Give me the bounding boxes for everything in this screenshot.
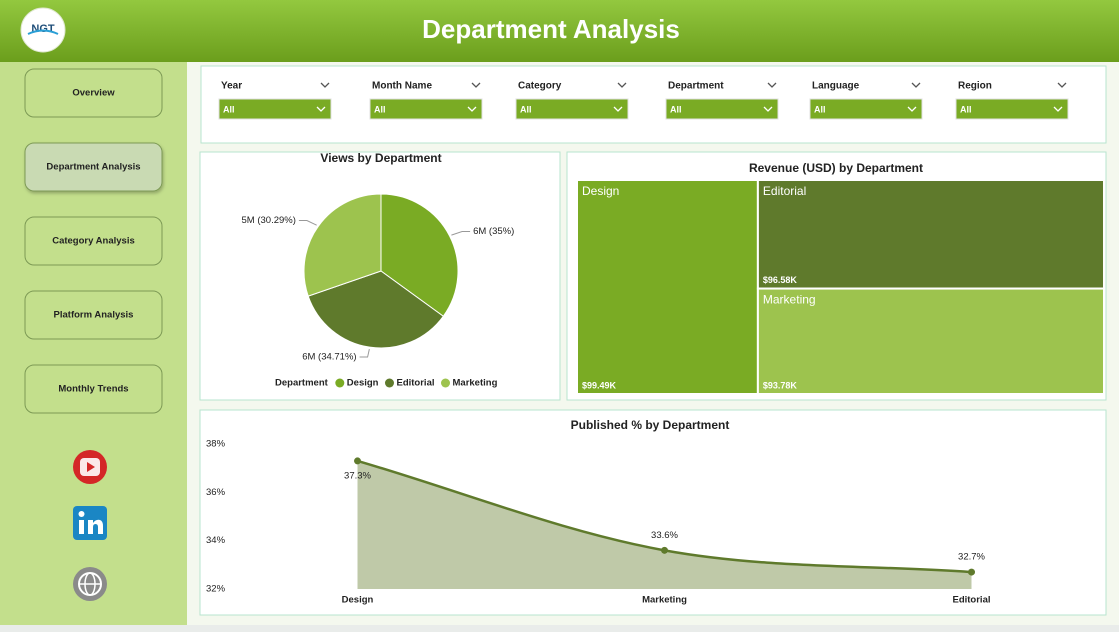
data-label: 6M (34.71%) <box>302 352 356 363</box>
filter-value: All <box>670 104 682 114</box>
x-tick-label: Design <box>342 595 374 606</box>
nav-label: Department Analysis <box>46 162 140 173</box>
pie-slice <box>380 193 459 317</box>
filter-value: All <box>814 104 826 114</box>
filter-chevron <box>911 82 921 88</box>
leader-line <box>298 220 317 226</box>
leader-line <box>359 349 370 358</box>
x-tick-label: Editorial <box>952 595 990 606</box>
y-tick-label: 38% <box>206 439 226 450</box>
filter-label: Department <box>668 81 724 92</box>
filter-dropdown-chevron <box>467 106 477 112</box>
filter-panel <box>200 65 1107 144</box>
legend-swatch <box>384 378 394 388</box>
nav-label: Overview <box>72 88 115 99</box>
chart-title: Published % by Department <box>571 418 730 432</box>
nav-button[interactable] <box>24 142 163 192</box>
filter-dropdown-chevron <box>613 106 623 112</box>
filter-dropdown[interactable] <box>955 98 1069 120</box>
tile-label: Editorial <box>763 184 806 198</box>
legend-swatch <box>441 378 450 388</box>
linkedin-n <box>88 519 103 534</box>
data-label: 32.7% <box>958 552 985 563</box>
filter-dropdown[interactable] <box>665 98 779 120</box>
filter-value: All <box>374 104 386 114</box>
filter-dropdown[interactable] <box>515 98 629 120</box>
nav-button[interactable] <box>24 290 163 340</box>
filter-chevron <box>320 82 330 88</box>
data-label: 33.6% <box>651 530 678 541</box>
logo-swoosh <box>27 29 59 35</box>
linkedin-i <box>79 520 84 534</box>
filter-chevron <box>617 82 627 88</box>
pie-slice <box>307 270 444 349</box>
header-bar <box>0 0 1119 62</box>
data-label: 37.3% <box>344 470 371 481</box>
filter-value: All <box>960 104 972 114</box>
x-tick-label: Marketing <box>642 595 687 606</box>
nav-label: Monthly Trends <box>58 384 128 395</box>
filter-label: Year <box>221 81 242 92</box>
treemap-tile <box>576 179 759 395</box>
filter-label: Language <box>812 81 860 92</box>
legend-label: Marketing <box>453 378 498 389</box>
filter-chevron <box>471 82 481 88</box>
filter-dropdown-chevron <box>763 106 773 112</box>
filter-dropdown[interactable] <box>218 98 332 120</box>
nav-button[interactable] <box>24 216 163 266</box>
filter-dropdown-chevron <box>1053 106 1063 112</box>
logo-text: NGT <box>31 23 55 35</box>
treemap-tile <box>756 179 1106 290</box>
page-title: Department Analysis <box>422 14 680 44</box>
filter-dropdown[interactable] <box>369 98 483 120</box>
filter-label: Category <box>518 81 562 92</box>
tile-value: $99.49K <box>582 380 617 390</box>
chart-title: Revenue (USD) by Department <box>749 161 923 175</box>
filter-dropdown-chevron <box>907 106 917 112</box>
data-label: 5M (30.29%) <box>242 215 296 226</box>
data-point <box>968 568 975 576</box>
leader-line <box>451 231 471 236</box>
tile-value: $96.58K <box>763 275 798 285</box>
legend-label: Editorial <box>396 378 434 389</box>
legend-swatch <box>335 378 345 388</box>
pie-slice <box>303 193 382 297</box>
filter-label: Month Name <box>372 81 432 92</box>
filter-dropdown[interactable] <box>809 98 923 120</box>
nav-button[interactable] <box>24 364 163 414</box>
data-label: 6M (35%) <box>473 226 514 237</box>
nav-label: Platform Analysis <box>54 310 134 321</box>
area-fill <box>357 460 972 589</box>
youtube-play <box>87 462 95 472</box>
filter-value: All <box>520 104 532 114</box>
tile-label: Design <box>582 184 619 198</box>
data-point <box>661 546 668 554</box>
y-tick-label: 36% <box>206 487 226 498</box>
chart-title: Views by Department <box>320 151 441 165</box>
tile-value: $93.78K <box>763 380 798 390</box>
filter-label: Region <box>958 81 992 92</box>
treemap-tile <box>756 287 1106 395</box>
filter-dropdown-chevron <box>316 106 326 112</box>
data-point <box>354 457 361 465</box>
y-tick-label: 34% <box>206 535 226 546</box>
filter-chevron <box>767 82 777 88</box>
linkedin-dot <box>78 511 85 517</box>
filter-value: All <box>223 104 235 114</box>
footer-strip <box>0 625 1119 632</box>
nav-button[interactable] <box>24 68 163 118</box>
legend-label: Design <box>347 378 379 389</box>
tile-label: Marketing <box>763 293 816 307</box>
legend-title: Department <box>275 378 329 389</box>
y-tick-label: 32% <box>206 584 226 595</box>
nav-label: Category Analysis <box>52 236 135 247</box>
filter-chevron <box>1057 82 1067 88</box>
